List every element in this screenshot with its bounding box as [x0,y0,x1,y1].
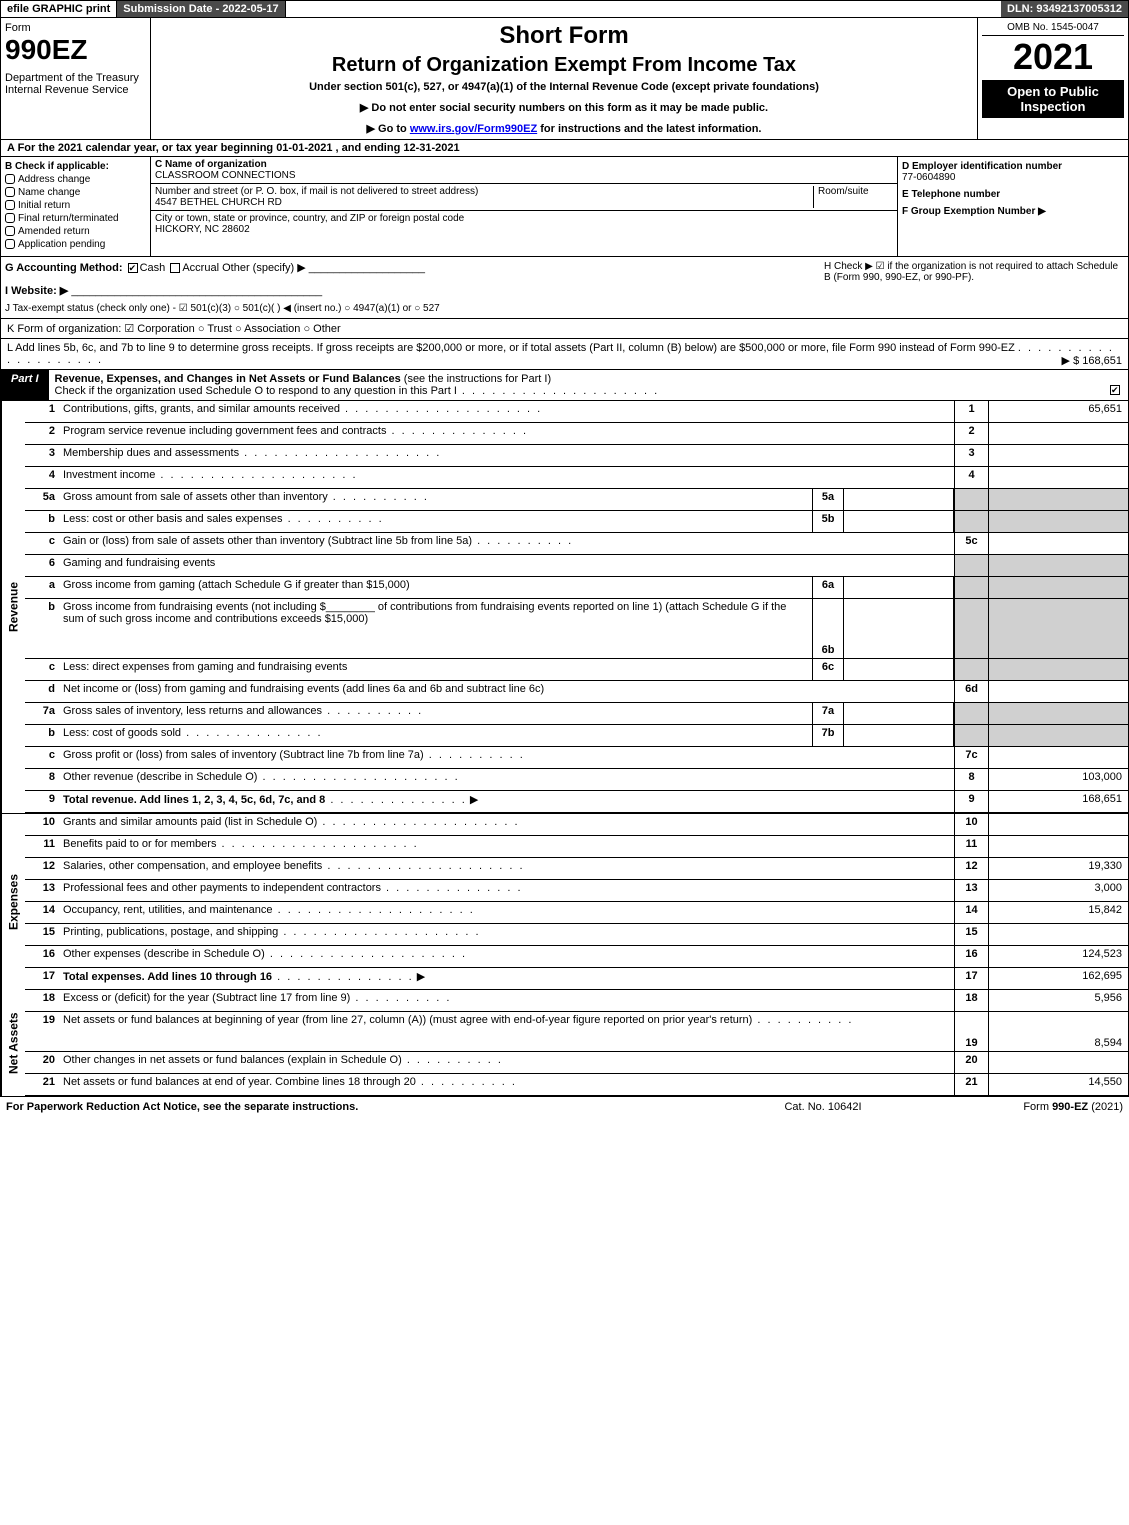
line-6d-val [988,681,1128,702]
part-1-label: Part I [1,370,49,400]
form-number: 990EZ [5,34,146,66]
g-accounting: G Accounting Method: Cash Accrual Other … [5,261,824,274]
netassets-side-label: Net Assets [1,990,25,1096]
l-text: L Add lines 5b, 6c, and 7b to line 9 to … [7,342,1015,354]
line-9-val: 168,651 [988,791,1128,812]
expenses-section: Expenses 10Grants and similar amounts pa… [0,813,1129,990]
instr2-pre: ▶ Go to [367,123,410,135]
line-15-val [988,924,1128,945]
col-d-ein: D Employer identification number 77-0604… [898,157,1128,256]
entity-info-block: B Check if applicable: Address change Na… [0,157,1129,257]
j-tax-exempt: J Tax-exempt status (check only one) - ☑… [5,303,824,314]
line-2-val [988,423,1128,444]
footer-right: Form 990-EZ (2021) [923,1101,1123,1113]
expenses-side-label: Expenses [1,814,25,990]
room-suite-label: Room/suite [813,186,893,208]
street-block: Number and street (or P. O. box, if mail… [151,184,897,211]
line-1-val: 65,651 [988,401,1128,422]
street-value: 4547 BETHEL CHURCH RD [155,197,813,208]
chk-final-return[interactable]: Final return/terminated [5,213,146,224]
irs-link[interactable]: www.irs.gov/Form990EZ [410,123,537,135]
part-1-header: Part I Revenue, Expenses, and Changes in… [0,370,1129,401]
line-20-val [988,1052,1128,1073]
city-block: City or town, state or province, country… [151,211,897,237]
d-label: D Employer identification number [902,161,1124,172]
header-left: Form 990EZ Department of the Treasury In… [1,18,151,139]
line-5c-val [988,533,1128,554]
dln: DLN: 93492137005312 [1001,1,1128,17]
f-label: F Group Exemption Number ▶ [902,206,1124,217]
instruction-1: ▶ Do not enter social security numbers o… [155,101,973,114]
line-14-val: 15,842 [988,902,1128,923]
page-footer: For Paperwork Reduction Act Notice, see … [0,1096,1129,1117]
l-line: L Add lines 5b, 6c, and 7b to line 9 to … [0,339,1129,370]
header-mid: Short Form Return of Organization Exempt… [151,18,978,139]
line-16-val: 124,523 [988,946,1128,967]
i-website: I Website: ▶ ___________________________… [5,284,824,297]
tax-year: 2021 [982,36,1124,78]
chk-accrual[interactable] [170,263,180,273]
omb-number: OMB No. 1545-0047 [982,22,1124,36]
department: Department of the Treasury Internal Reve… [5,72,146,96]
line-7c-val [988,747,1128,768]
h-schedule-b: H Check ▶ ☑ if the organization is not r… [824,261,1124,314]
chk-initial-return[interactable]: Initial return [5,200,146,211]
row-a-tax-year: A For the 2021 calendar year, or tax yea… [0,140,1129,157]
col-b-checkboxes: B Check if applicable: Address change Na… [1,157,151,256]
k-line: K Form of organization: ☑ Corporation ○ … [0,319,1129,339]
line-19-val: 8,594 [988,1012,1128,1051]
chk-schedule-o[interactable] [1110,385,1120,395]
col-c-org-info: C Name of organization CLASSROOM CONNECT… [151,157,898,256]
org-name: CLASSROOM CONNECTIONS [155,170,893,181]
chk-address-change[interactable]: Address change [5,174,146,185]
short-form-title: Short Form [155,22,973,50]
open-inspection: Open to Public Inspection [982,80,1124,118]
form-word: Form [5,22,146,34]
form-subtitle: Under section 501(c), 527, or 4947(a)(1)… [155,81,973,93]
part-1-title: Revenue, Expenses, and Changes in Net As… [49,370,1128,400]
section-g-h: G Accounting Method: Cash Accrual Other … [0,257,1129,319]
submission-date: Submission Date - 2022-05-17 [117,1,285,17]
header-right: OMB No. 1545-0047 2021 Open to Public In… [978,18,1128,139]
form-header: Form 990EZ Department of the Treasury In… [0,18,1129,140]
net-assets-section: Net Assets 18Excess or (deficit) for the… [0,990,1129,1096]
line-10-val [988,814,1128,835]
line-3-val [988,445,1128,466]
instruction-2: ▶ Go to www.irs.gov/Form990EZ for instru… [155,122,973,135]
line-12-val: 19,330 [988,858,1128,879]
line-13-val: 3,000 [988,880,1128,901]
form-title: Return of Organization Exempt From Incom… [155,54,973,77]
instr2-post: for instructions and the latest informat… [537,123,761,135]
line-8-val: 103,000 [988,769,1128,790]
b-label: B Check if applicable: [5,161,146,172]
line-21-val: 14,550 [988,1074,1128,1095]
chk-amended-return[interactable]: Amended return [5,226,146,237]
footer-mid: Cat. No. 10642I [723,1101,923,1113]
street-label: Number and street (or P. O. box, if mail… [155,186,813,197]
line-17-val: 162,695 [988,968,1128,989]
l-amount: ▶ $ 168,651 [1062,354,1122,367]
line-11-val [988,836,1128,857]
chk-application-pending[interactable]: Application pending [5,239,146,250]
ein-value: 77-0604890 [902,172,1124,183]
city-value: HICKORY, NC 28602 [155,224,893,235]
chk-cash[interactable] [128,263,138,273]
revenue-side-label: Revenue [1,401,25,813]
revenue-section: Revenue 1Contributions, gifts, grants, a… [0,401,1129,813]
footer-left: For Paperwork Reduction Act Notice, see … [6,1101,723,1113]
org-name-block: C Name of organization CLASSROOM CONNECT… [151,157,897,184]
c-label: C Name of organization [155,159,893,170]
line-4-val [988,467,1128,488]
city-label: City or town, state or province, country… [155,213,893,224]
chk-name-change[interactable]: Name change [5,187,146,198]
efile-print-label[interactable]: efile GRAPHIC print [1,1,117,17]
e-label: E Telephone number [902,189,1124,200]
line-18-val: 5,956 [988,990,1128,1011]
top-bar: efile GRAPHIC print Submission Date - 20… [0,0,1129,18]
